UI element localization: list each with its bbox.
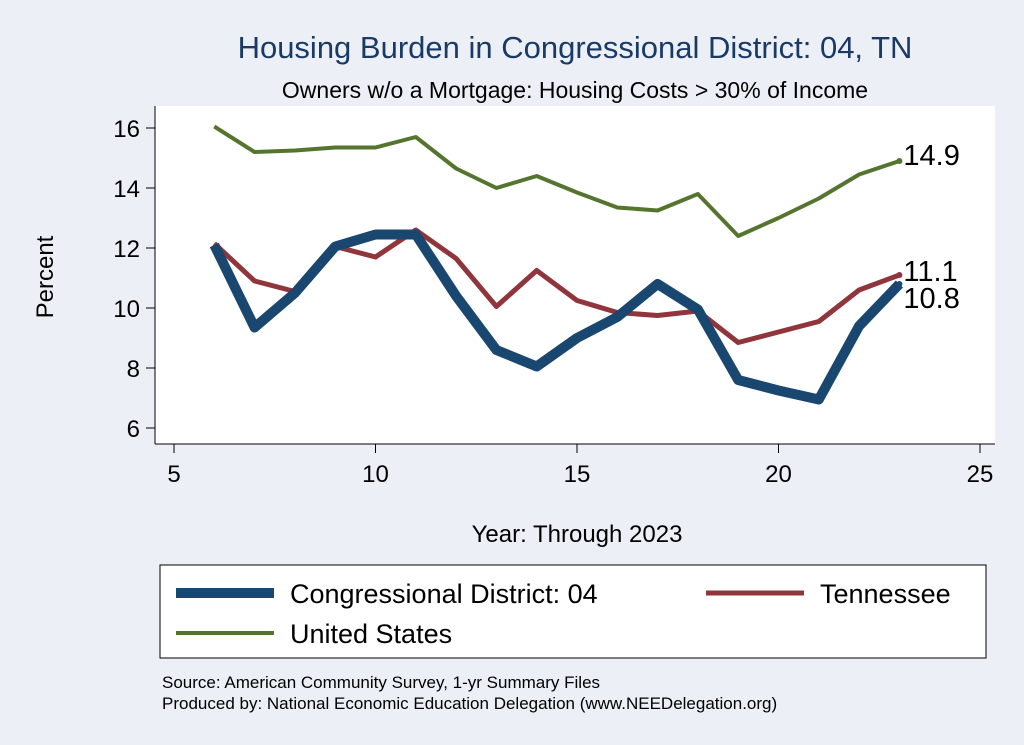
x-tick-label: 10 (362, 461, 389, 488)
y-axis-title: Percent (32, 235, 59, 318)
series-end-marker (896, 281, 903, 287)
legend-label: Tennessee (820, 579, 951, 609)
x-axis-title: Year: Through 2023 (472, 521, 683, 548)
series-line-0 (209, 229, 904, 405)
x-tick-label: 25 (967, 461, 994, 488)
chart-title: Housing Burden in Congressional District… (238, 30, 913, 65)
series-end-label: 14.9 (903, 140, 959, 172)
legend-label: Congressional District: 04 (290, 579, 598, 609)
axes: 5 10 15 20 25 6 8 10 12 14 16 (113, 106, 995, 488)
y-tick-label: 6 (127, 416, 140, 443)
x-tick-label: 20 (765, 461, 792, 488)
series-end-label: 11.1 (903, 256, 957, 288)
series-line-2 (213, 124, 901, 238)
series-group (209, 124, 904, 405)
producer-line: Produced by: National Economic Education… (162, 694, 777, 713)
chart-subtitle: Owners w/o a Mortgage: Housing Costs > 3… (282, 77, 868, 103)
y-tick-label: 16 (113, 116, 140, 143)
y-tick-label: 12 (113, 236, 140, 263)
x-tick-label: 5 (167, 461, 180, 488)
y-tick-label: 10 (113, 296, 140, 323)
end-labels: 10.811.1 14.9 (896, 140, 960, 315)
legend: Congressional District: 04 Tennessee Unite… (176, 579, 951, 649)
legend-label: United States (290, 619, 452, 649)
series-end-marker (896, 158, 903, 164)
source-line: Source: American Community Survey, 1-yr … (162, 673, 600, 692)
y-tick-label: 8 (127, 356, 140, 383)
series-end-marker (896, 272, 903, 278)
legend-box (159, 564, 987, 659)
y-tick-label: 14 (113, 176, 140, 203)
plot-area (155, 106, 995, 444)
series-end-label: 10.8 (903, 283, 959, 315)
x-tick-label: 15 (564, 461, 591, 488)
